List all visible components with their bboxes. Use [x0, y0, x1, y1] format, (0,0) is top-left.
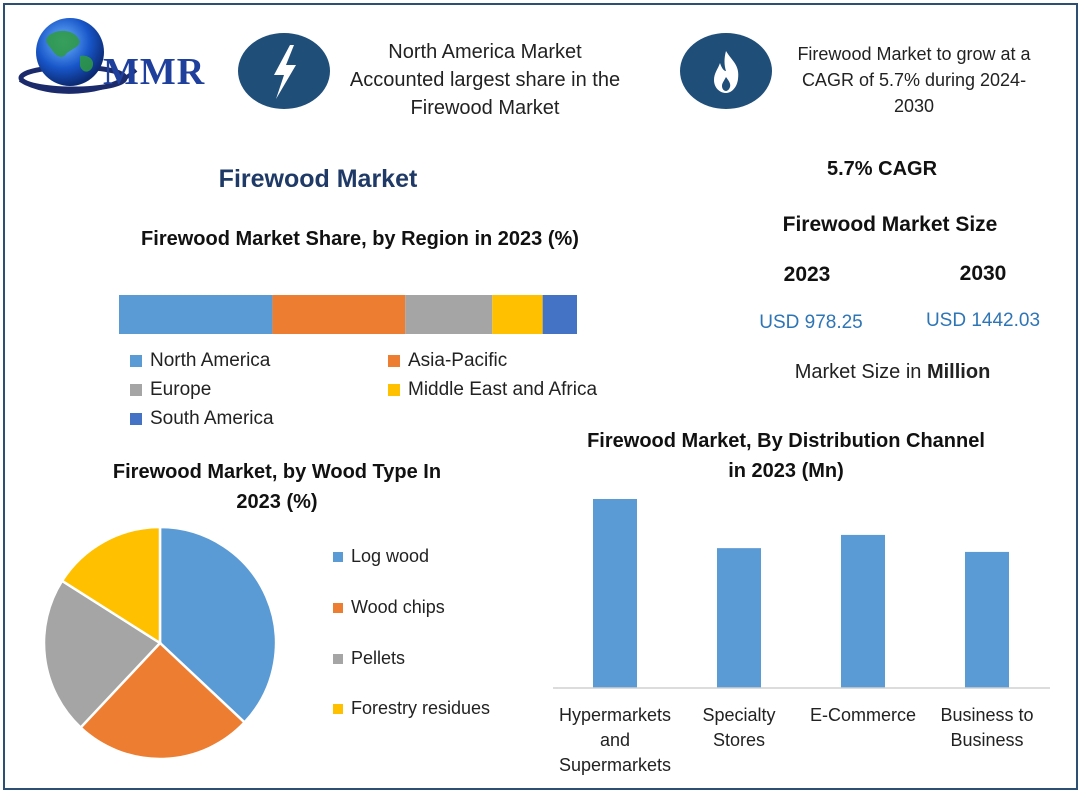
legend-log-wood: Log wood: [333, 546, 429, 567]
page-title: Firewood Market: [218, 165, 418, 193]
flame-icon: [714, 51, 739, 93]
region-segment-south-america: [542, 295, 577, 334]
bar-hypermarkets-and-supermarkets: [593, 499, 637, 688]
wood-type-chart-title: Firewood Market, by Wood Type In 2023 (%…: [112, 461, 442, 513]
bar-business-to-business: [965, 551, 1009, 688]
year-2030-label: 2030: [959, 262, 1007, 285]
legend-swatch: [130, 384, 142, 396]
year-2023-label: 2023: [783, 263, 831, 286]
legend-asia-pacific: Asia-Pacific: [388, 350, 507, 372]
region-segment-asia-pacific: [272, 295, 406, 334]
legend-swatch: [130, 355, 142, 367]
distribution-chart-title: Firewood Market, By Distribution Channel…: [587, 430, 985, 482]
legend-pellets: Pellets: [333, 648, 405, 669]
x-tick-label-line: Supermarkets: [558, 755, 672, 775]
x-tick-label-line: E-Commerce: [809, 705, 916, 725]
legend-middle-east-africa: Middle East and Africa: [388, 379, 597, 401]
region-stacked-bar: [119, 295, 577, 334]
legend-europe: Europe: [130, 379, 211, 401]
region-legend: North America Asia-Pacific Europe Middle…: [130, 350, 690, 440]
x-tick-label: Business to Business: [912, 703, 1062, 753]
lightning-icon: [274, 45, 296, 99]
wood-type-pie: [42, 525, 278, 761]
globe-icon: [18, 18, 138, 94]
legend-swatch: [388, 355, 400, 367]
bar-e-commerce: [841, 534, 885, 688]
legend-south-america: South America: [130, 408, 274, 430]
pie-slice-wood-chips: [78, 641, 247, 761]
legend-swatch: [333, 653, 343, 664]
region-chart-title: Firewood Market Share, by Region in 2023…: [141, 228, 579, 250]
value-2023: USD 978.25: [759, 312, 863, 333]
region-segment-north-america: [119, 295, 273, 334]
x-tick-label-line: Stores: [712, 730, 766, 750]
legend-swatch: [333, 602, 343, 613]
x-tick-label-line: Business: [950, 730, 1024, 750]
distribution-bar-chart: [553, 499, 1050, 689]
legend-swatch: [388, 384, 400, 396]
pie-slice-pellets: [42, 579, 162, 730]
x-tick-label-line: Business to: [940, 705, 1034, 725]
cagr-label: 5.7% CAGR: [826, 158, 938, 180]
unit-prefix: Market Size in: [794, 361, 927, 383]
x-tick-label: Specialty Stores: [664, 703, 814, 753]
brand-name: MMR: [103, 51, 206, 93]
x-tick-label: Hypermarkets and Supermarkets: [540, 703, 690, 778]
pie-slice-log-wood: [158, 525, 278, 725]
region-segment-europe: [405, 295, 493, 334]
bar-specialty-stores: [717, 548, 761, 688]
unit-bold: Million: [926, 361, 991, 383]
legend-forestry-residues: Forestry residues: [333, 698, 490, 719]
x-tick-label: E-Commerce: [788, 703, 938, 728]
pie-slice-forestry-residues: [60, 525, 162, 646]
legend-swatch: [333, 551, 343, 562]
flame-badge: [680, 33, 772, 109]
x-tick-label-line: and: [599, 730, 631, 750]
highlight-region-text: North America Market Accounted largest s…: [349, 41, 621, 119]
market-size-unit: Market Size in Million: [760, 361, 1025, 384]
legend-swatch: [130, 413, 142, 425]
lightning-badge: [238, 33, 330, 109]
legend-wood-chips: Wood chips: [333, 597, 445, 618]
legend-north-america: North America: [130, 350, 270, 372]
legend-swatch: [333, 703, 343, 714]
highlight-growth-text: Firewood Market to grow at a CAGR of 5.7…: [797, 44, 1031, 116]
wood-type-legend: Log wood Wood chips Pellets Forestry res…: [333, 546, 533, 726]
brand-logo: MMR: [18, 10, 218, 100]
value-2030: USD 1442.03: [925, 310, 1041, 331]
x-tick-label-line: Hypermarkets: [558, 705, 672, 725]
market-size-heading: Firewood Market Size: [782, 213, 998, 236]
x-tick-label-line: Specialty: [702, 705, 776, 725]
region-segment-middle-east-and-africa: [492, 295, 543, 334]
